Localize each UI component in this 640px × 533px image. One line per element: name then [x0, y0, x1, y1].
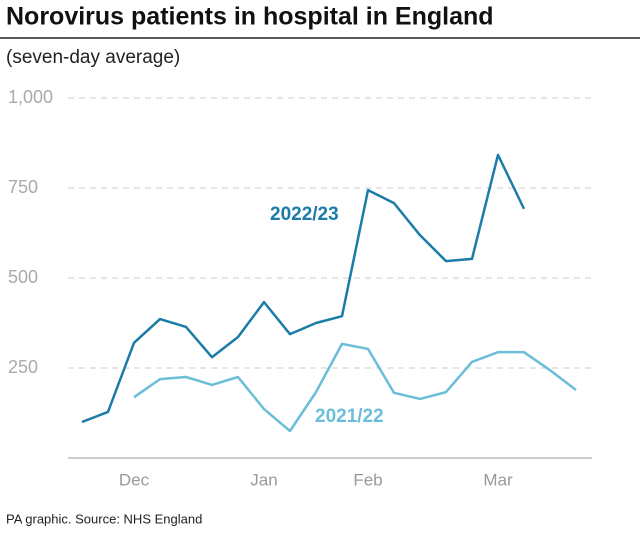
x-tick-label: Feb — [353, 470, 382, 489]
y-tick-label: 500 — [8, 267, 38, 287]
chart-title: Norovirus patients in hospital in Englan… — [6, 3, 494, 31]
x-tick-label: Jan — [250, 470, 277, 489]
y-tick-label: 250 — [8, 357, 38, 377]
series-line — [133, 342, 577, 433]
chart-subtitle: (seven-day average) — [6, 47, 180, 68]
series-label: 2022/23 — [270, 204, 339, 225]
y-tick-label: 750 — [8, 177, 38, 197]
x-tick-label: Mar — [483, 470, 513, 489]
series-line — [81, 153, 526, 424]
series-label: 2021/22 — [315, 406, 384, 427]
x-tick-label: Dec — [119, 470, 150, 489]
source-note: PA graphic. Source: NHS England — [6, 511, 202, 526]
y-tick-label: 1,000 — [8, 87, 53, 107]
